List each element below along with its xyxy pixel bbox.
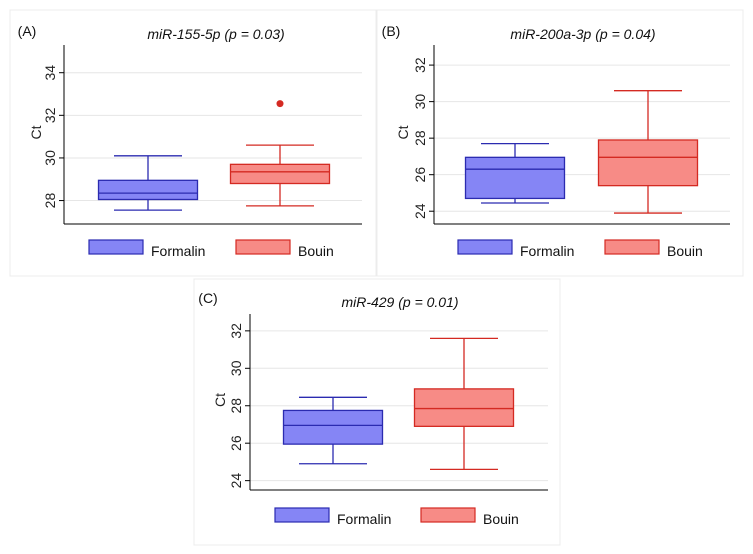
panel-background <box>9 9 377 277</box>
box-formalin <box>282 396 384 465</box>
iqr-box <box>597 139 699 187</box>
y-tick-label: 34 <box>42 65 58 81</box>
y-tick-label: 30 <box>42 150 58 166</box>
y-tick-label: 30 <box>412 94 428 110</box>
chart-title: miR-429 (p = 0.01) <box>341 294 458 310</box>
panel-label: (C) <box>198 290 217 306</box>
box-formalin <box>97 155 199 211</box>
legend-swatch-bouin <box>235 239 291 255</box>
iqr-box <box>464 156 566 200</box>
box-formalin <box>464 142 566 204</box>
y-tick-label: 28 <box>228 398 244 414</box>
chart-title: miR-155-5p (p = 0.03) <box>147 26 284 42</box>
legend-label-bouin: Bouin <box>483 511 519 527</box>
y-tick-label: 32 <box>42 107 58 123</box>
iqr-box <box>97 179 199 201</box>
y-axis-label: Ct <box>212 393 228 407</box>
box-bouin <box>229 100 331 207</box>
y-tick-label: 30 <box>228 360 244 376</box>
y-tick-label: 26 <box>228 435 244 451</box>
legend-swatch-formalin <box>88 239 144 255</box>
panel-label: (B) <box>382 23 401 39</box>
legend-label-formalin: Formalin <box>520 243 574 259</box>
legend-label-formalin: Formalin <box>151 243 205 259</box>
y-tick-label: 26 <box>412 167 428 183</box>
legend-swatch-bouin <box>604 239 660 255</box>
legend-swatch-bouin <box>420 507 476 523</box>
chart-panel-a: 28 30 32 34 Ct (A) miR-155-5p (p = 0.03) Formal… <box>9 9 377 277</box>
chart-panel-b: 24 26 28 30 32 Ct (B) miR-200a-3p (p = 0.04) For… <box>376 9 744 277</box>
panel-label: (A) <box>18 23 37 39</box>
y-tick-label: 32 <box>412 57 428 73</box>
iqr-box <box>282 409 384 445</box>
chart-title: miR-200a-3p (p = 0.04) <box>510 26 655 42</box>
legend-swatch-formalin <box>274 507 330 523</box>
y-axis-label: Ct <box>28 125 44 139</box>
y-tick-label: 28 <box>412 130 428 146</box>
outlier-point <box>276 100 284 108</box>
chart-panel-c: 24 26 28 30 32 Ct (C) miR-429 (p = 0.01) Formali… <box>193 278 561 546</box>
iqr-box <box>229 163 331 185</box>
iqr-box <box>413 388 515 427</box>
box-bouin <box>597 90 699 214</box>
legend-swatch-formalin <box>457 239 513 255</box>
y-axis-label: Ct <box>395 125 411 139</box>
legend-label-bouin: Bouin <box>298 243 334 259</box>
y-tick-label: 28 <box>42 193 58 209</box>
y-tick-label: 24 <box>412 203 428 219</box>
y-tick-label: 32 <box>228 323 244 339</box>
legend-label-bouin: Bouin <box>667 243 703 259</box>
legend-label-formalin: Formalin <box>337 511 391 527</box>
box-bouin <box>413 337 515 471</box>
y-tick-label: 24 <box>228 473 244 489</box>
